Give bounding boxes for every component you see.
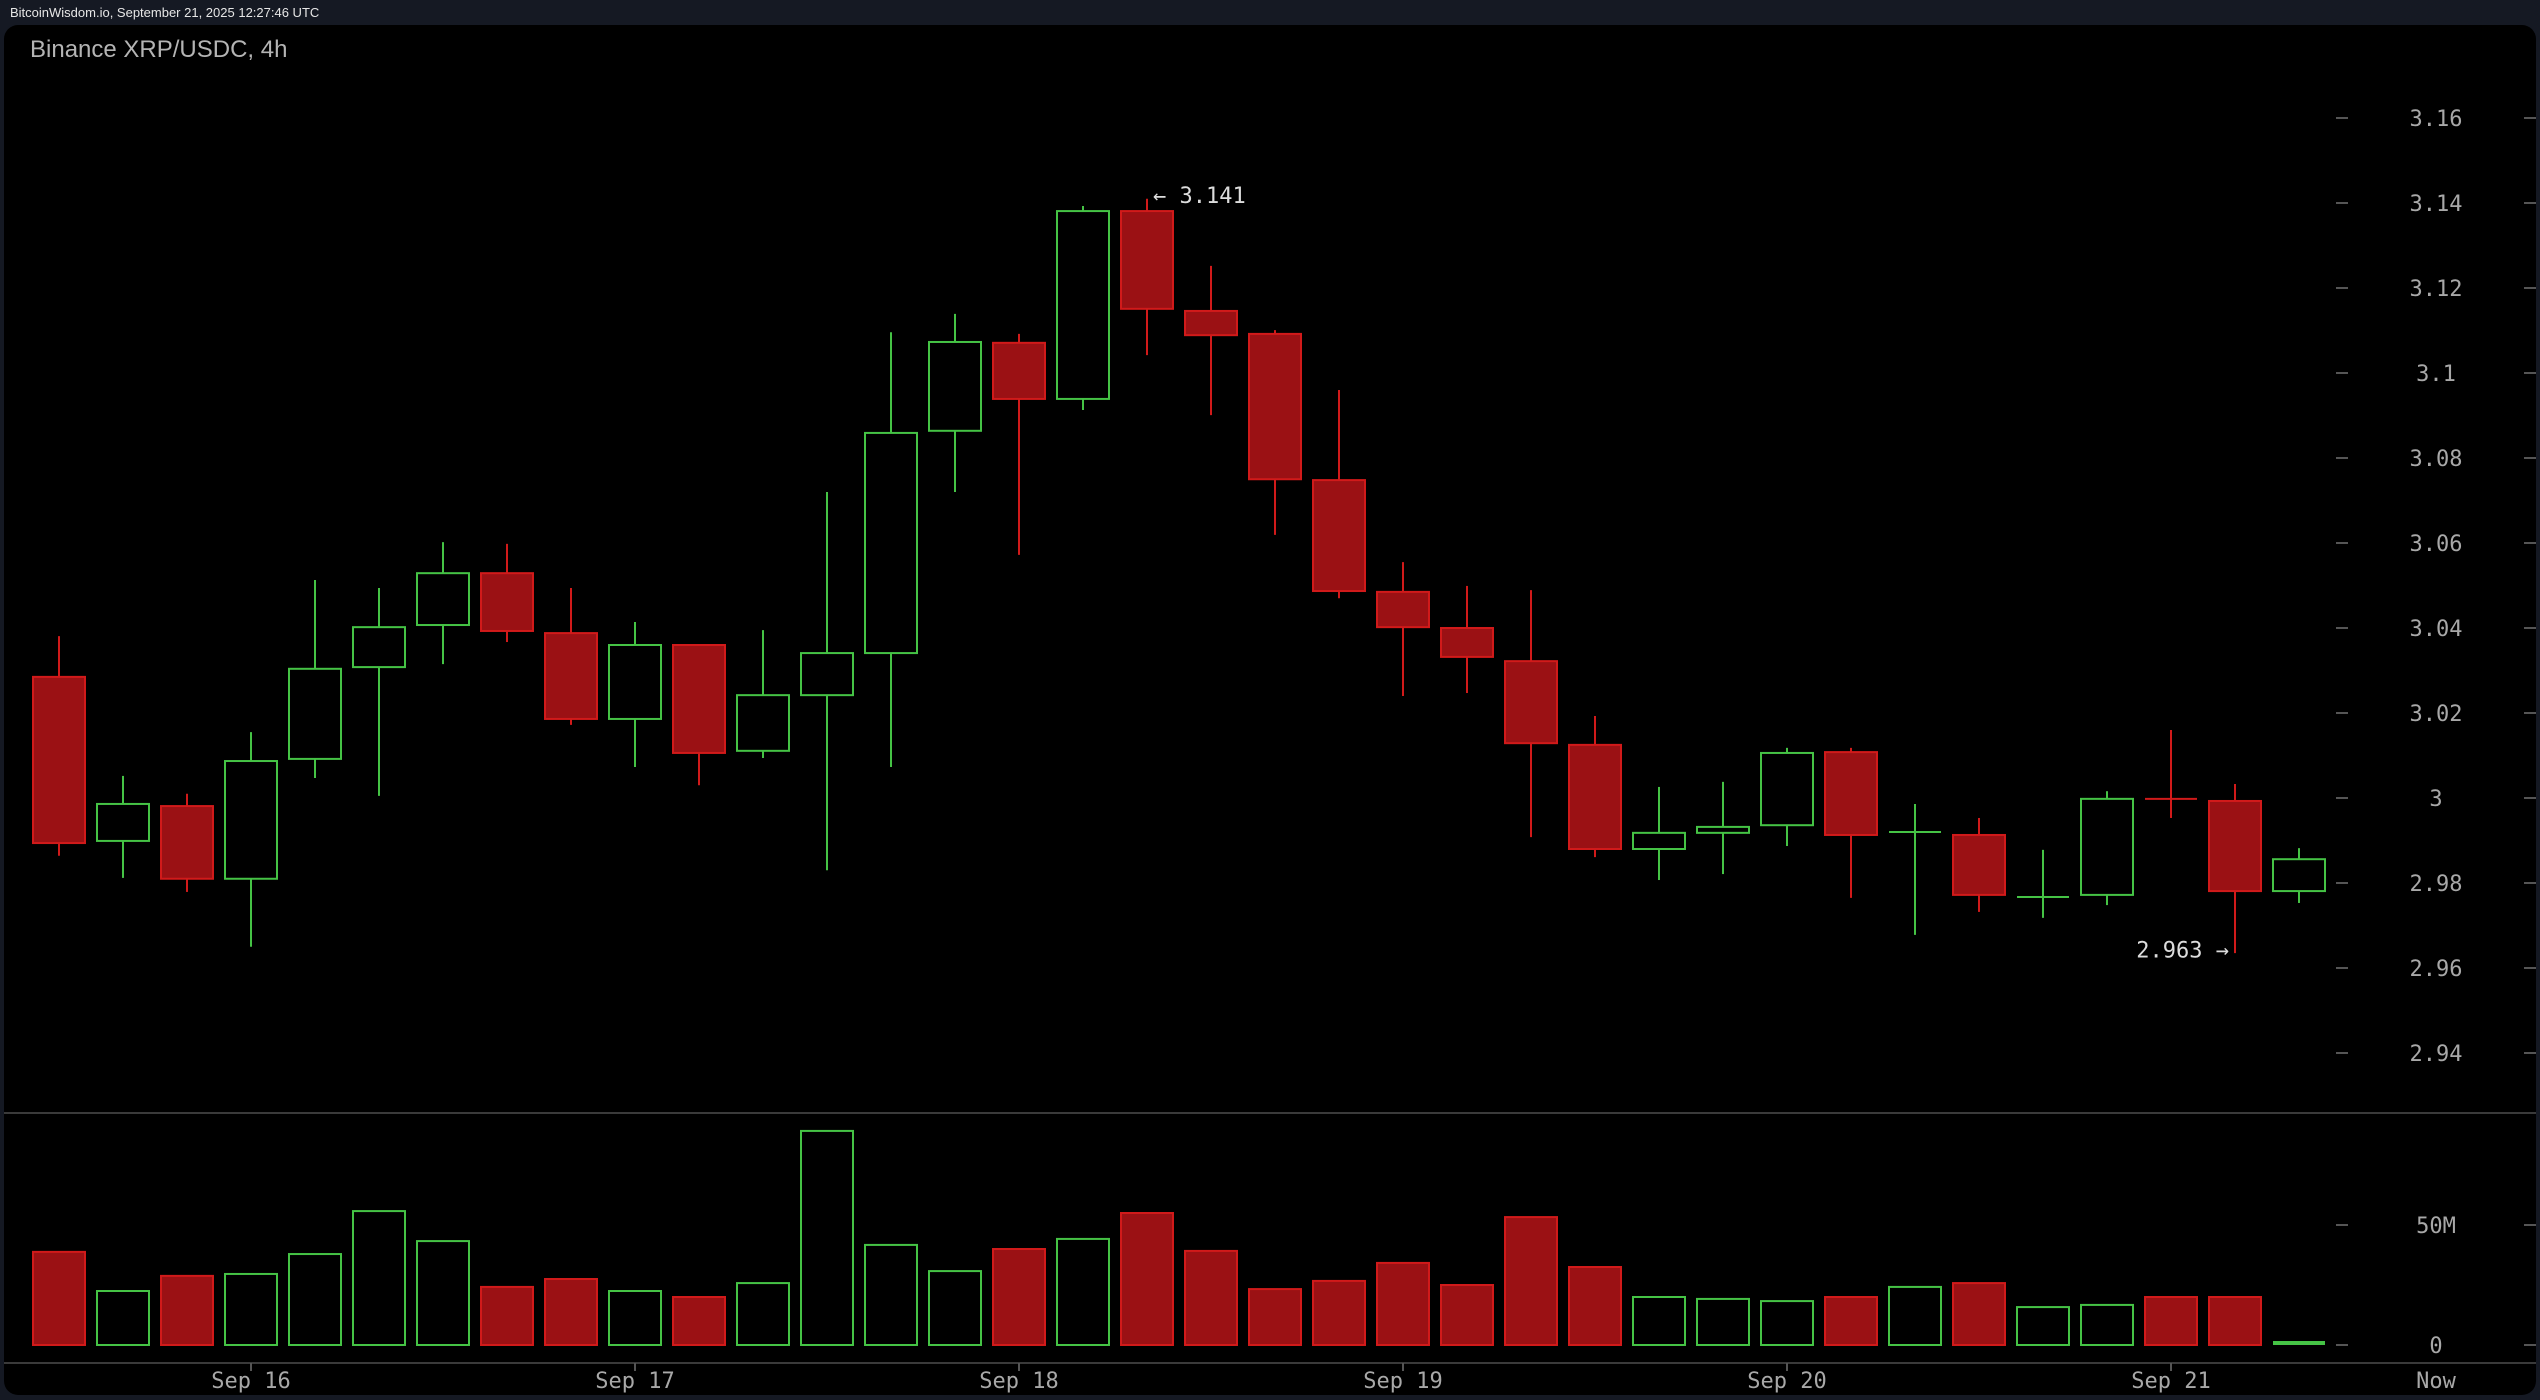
candle-body-bullish [2272, 858, 2326, 893]
high-price-annotation: ← 3.141 [1153, 184, 1246, 209]
price-tick-label: 3.04 [2410, 617, 2463, 642]
volume-bar [544, 1278, 598, 1346]
top-bar: BitcoinWisdom.io, September 21, 2025 12:… [0, 0, 2540, 25]
candle-body-bearish [1568, 743, 1622, 850]
candle-body-bullish [1696, 825, 1750, 834]
volume-bar [1184, 1249, 1238, 1347]
candle-body-bullish [96, 802, 150, 842]
volume-bar [1056, 1237, 1110, 1347]
volume-bar [1568, 1266, 1622, 1346]
volume-bar [1248, 1288, 1302, 1346]
candle-body-bullish [736, 694, 790, 752]
volume-bar [288, 1253, 342, 1347]
volume-bar [1504, 1216, 1558, 1346]
volume-bar [1312, 1279, 1366, 1347]
candle-body-bullish [864, 431, 918, 655]
price-tick-label: 3.02 [2410, 702, 2463, 727]
chart-title: Binance XRP/USDC, 4h [30, 36, 288, 63]
volume-bar [608, 1290, 662, 1346]
volume-bar [1888, 1285, 1942, 1347]
candle-body-bearish [1120, 210, 1174, 310]
volume-bar [672, 1296, 726, 1346]
candle-body-bearish [1184, 309, 1238, 337]
volume-bar [736, 1282, 790, 1346]
volume-bar [2016, 1306, 2070, 1346]
candle-body-bearish [1824, 751, 1878, 836]
volume-tick-label: 50M [2416, 1214, 2456, 1239]
price-tick-label: 3.12 [2410, 277, 2463, 302]
volume-bar [992, 1248, 1046, 1346]
volume-bar [2144, 1296, 2198, 1346]
volume-bar [32, 1250, 86, 1347]
volume-tick-label: 0 [2429, 1334, 2442, 1359]
low-price-annotation: 2.963 → [2136, 938, 2229, 963]
candle-body-bullish [352, 626, 406, 669]
volume-bar [224, 1272, 278, 1346]
candle-body-bearish [672, 644, 726, 754]
volume-bar [864, 1243, 918, 1347]
volume-bar [1440, 1284, 1494, 1346]
volume-bar [928, 1270, 982, 1346]
candle-body-bearish [1504, 660, 1558, 745]
volume-bar [416, 1240, 470, 1346]
candle-body-bullish [2080, 797, 2134, 896]
date-label: Sep 20 [1747, 1369, 1826, 1394]
chart-panel: Binance XRP/USDC, 4h 3.16 3.14 3.12 3.1 3.08… [4, 25, 2536, 1395]
candle-body-bullish [224, 760, 278, 880]
date-label: Sep 19 [1363, 1369, 1442, 1394]
date-label: Sep 17 [595, 1369, 674, 1394]
volume-bar [2080, 1303, 2134, 1347]
price-tick-label: 2.94 [2410, 1042, 2463, 1067]
candle-body-bearish [1248, 332, 1302, 481]
candle-body-bearish [160, 805, 214, 880]
volume-bar [800, 1129, 854, 1347]
volume-bar [1952, 1282, 2006, 1346]
candle-body-bearish [32, 675, 86, 845]
volume-bar [352, 1210, 406, 1346]
candle-body-bullish [1632, 831, 1686, 850]
candle-body-bullish [608, 644, 662, 720]
volume-bar [2208, 1296, 2262, 1346]
candle-body-bearish [1312, 479, 1366, 593]
source-timestamp: BitcoinWisdom.io, September 21, 2025 12:… [10, 5, 320, 20]
price-tick-label: 3.08 [2410, 447, 2463, 472]
volume-bar [480, 1285, 534, 1347]
date-label: Sep 16 [211, 1369, 290, 1394]
date-label: Sep 21 [2131, 1369, 2210, 1394]
candle-body-bearish [1376, 590, 1430, 629]
volume-bar [1376, 1261, 1430, 1347]
volume-bar [1824, 1296, 1878, 1346]
volume-bar [160, 1274, 214, 1347]
candle-body-bullish [1760, 751, 1814, 827]
volume-bar [1120, 1212, 1174, 1346]
candle-body-bearish [480, 572, 534, 632]
candle-body-bearish [1440, 627, 1494, 658]
candle-body-bearish [1952, 833, 2006, 896]
candle-body-bearish [2208, 799, 2262, 893]
candle-body-bearish [544, 632, 598, 720]
price-tick-label: 3.1 [2416, 362, 2456, 387]
candlestick-chart[interactable]: 3.16 3.14 3.12 3.1 3.08 3.06 3.04 3.02 3 2.98 2.96… [4, 25, 2536, 1395]
price-tick-label: 3.06 [2410, 532, 2463, 557]
volume-bar [1760, 1300, 1814, 1346]
price-tick-label: 2.98 [2410, 872, 2463, 897]
candle-body-bullish [416, 572, 470, 627]
price-tick-label: 3.16 [2410, 107, 2463, 132]
volume-bar [96, 1290, 150, 1346]
price-tick-label: 2.96 [2410, 957, 2463, 982]
candle-body-bullish [928, 340, 982, 432]
volume-bar [1696, 1297, 1750, 1347]
candle-body-bullish [288, 667, 342, 760]
candle-body-bearish [992, 341, 1046, 400]
price-tick-label: 3.14 [2410, 192, 2463, 217]
date-label: Sep 18 [979, 1369, 1058, 1394]
candle-body-bullish [1056, 210, 1110, 400]
price-tick-label: 3 [2429, 787, 2442, 812]
now-label: Now [2416, 1369, 2456, 1394]
volume-bar [1632, 1296, 1686, 1346]
candle-body-bullish [800, 652, 854, 697]
